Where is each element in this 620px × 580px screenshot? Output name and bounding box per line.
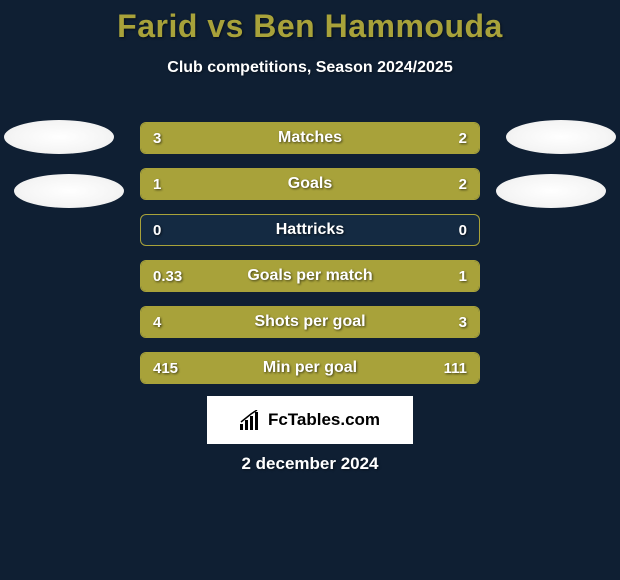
stat-label: Goals	[141, 169, 479, 199]
chart-icon	[240, 410, 262, 430]
stat-row: 12Goals	[140, 168, 480, 200]
player-right-avatar-1	[506, 120, 616, 154]
player-left-avatar-2	[14, 174, 124, 208]
stat-row: 43Shots per goal	[140, 306, 480, 338]
comparison-widget: Farid vs Ben Hammouda Club competitions,…	[0, 0, 620, 580]
stats-bars: 32Matches 12Goals 00Hattricks 0.331Goals pe…	[140, 122, 480, 398]
stat-label: Goals per match	[141, 261, 479, 291]
page-title: Farid vs Ben Hammouda	[0, 0, 620, 45]
subtitle: Club competitions, Season 2024/2025	[0, 59, 620, 77]
date-label: 2 december 2024	[0, 454, 620, 474]
stat-label: Min per goal	[141, 353, 479, 383]
player-left-avatar-1	[4, 120, 114, 154]
stat-label: Hattricks	[141, 215, 479, 245]
stat-row: 0.331Goals per match	[140, 260, 480, 292]
logo-text: FcTables.com	[268, 410, 380, 430]
stat-label: Matches	[141, 123, 479, 153]
stat-row: 00Hattricks	[140, 214, 480, 246]
stat-label: Shots per goal	[141, 307, 479, 337]
fctables-logo[interactable]: FcTables.com	[207, 396, 413, 444]
stat-row: 32Matches	[140, 122, 480, 154]
stat-row: 415111Min per goal	[140, 352, 480, 384]
player-right-avatar-2	[496, 174, 606, 208]
